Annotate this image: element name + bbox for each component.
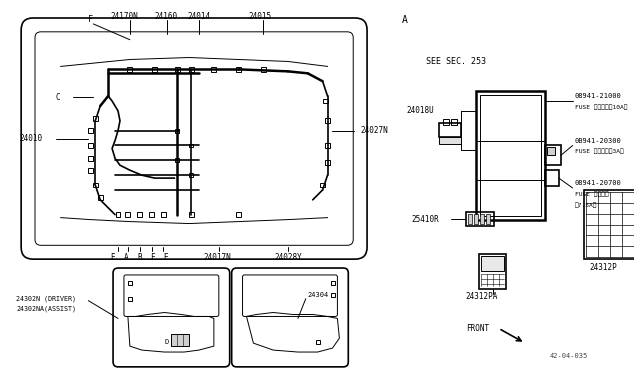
Text: FUSE ヒューズ（3A）: FUSE ヒューズ（3A） xyxy=(575,148,623,154)
Text: F: F xyxy=(88,16,93,25)
Bar xyxy=(189,67,194,72)
Text: 24170N: 24170N xyxy=(110,12,138,20)
Text: 24312PA: 24312PA xyxy=(466,292,499,301)
Bar xyxy=(93,183,98,187)
Bar xyxy=(486,214,490,224)
Bar xyxy=(161,212,166,217)
Bar xyxy=(443,119,449,125)
Bar xyxy=(138,212,142,217)
Bar xyxy=(439,123,461,137)
Bar xyxy=(468,214,472,224)
Text: 24027N: 24027N xyxy=(360,126,388,135)
Text: FRONT: FRONT xyxy=(466,324,489,333)
Bar xyxy=(189,173,193,177)
Text: E: E xyxy=(110,253,115,262)
Bar xyxy=(332,293,335,297)
Text: 24018U: 24018U xyxy=(406,106,435,115)
Text: 24312P: 24312P xyxy=(589,263,617,272)
FancyBboxPatch shape xyxy=(232,268,348,367)
Bar xyxy=(88,143,93,148)
FancyBboxPatch shape xyxy=(21,18,367,259)
Bar xyxy=(128,297,132,301)
Bar xyxy=(325,143,330,148)
Text: SEE SEC. 253: SEE SEC. 253 xyxy=(426,57,486,66)
Bar xyxy=(149,212,154,217)
Text: 24028Y: 24028Y xyxy=(274,253,302,262)
Bar xyxy=(332,281,335,285)
Bar xyxy=(316,340,319,344)
Bar xyxy=(127,67,132,72)
Text: F: F xyxy=(150,253,155,262)
Bar xyxy=(545,145,561,165)
Bar xyxy=(189,212,194,217)
Bar xyxy=(547,147,555,155)
Bar xyxy=(211,67,216,72)
Bar xyxy=(88,128,93,133)
Bar xyxy=(175,129,179,133)
Text: 24304: 24304 xyxy=(308,292,329,298)
Bar xyxy=(236,212,241,217)
Bar xyxy=(325,160,330,165)
Bar xyxy=(88,156,93,161)
Bar xyxy=(466,212,493,225)
Bar xyxy=(320,183,325,187)
Text: 24014: 24014 xyxy=(187,12,211,20)
Text: 0B941-20300: 0B941-20300 xyxy=(575,138,621,144)
Text: B: B xyxy=(138,253,142,262)
Text: D: D xyxy=(164,339,169,345)
Text: 08941-21000: 08941-21000 xyxy=(575,93,621,99)
Bar xyxy=(479,254,506,289)
Bar xyxy=(481,256,504,271)
Text: A: A xyxy=(402,15,408,25)
Bar xyxy=(480,214,484,224)
Bar xyxy=(325,118,330,123)
Bar xyxy=(125,212,131,217)
Bar xyxy=(323,99,328,103)
Text: 08941-20700: 08941-20700 xyxy=(575,180,621,186)
Text: （7.5A）: （7.5A） xyxy=(575,202,597,208)
Text: FUSE ヒューズ（10A）: FUSE ヒューズ（10A） xyxy=(575,104,627,110)
Text: 24017N: 24017N xyxy=(203,253,230,262)
FancyBboxPatch shape xyxy=(113,268,230,367)
Text: 24160: 24160 xyxy=(155,12,178,20)
Bar xyxy=(439,137,461,144)
Bar xyxy=(175,67,180,72)
Text: 25410R: 25410R xyxy=(412,215,439,224)
Bar xyxy=(545,170,559,186)
Bar xyxy=(584,190,636,259)
Bar xyxy=(88,168,93,173)
Text: C: C xyxy=(56,93,60,102)
Bar xyxy=(116,212,120,217)
Text: 24015: 24015 xyxy=(248,12,271,20)
Bar xyxy=(261,67,266,72)
Text: 24010: 24010 xyxy=(19,134,42,143)
Bar xyxy=(474,214,477,224)
Text: A: A xyxy=(124,253,128,262)
Bar xyxy=(189,144,193,147)
Bar xyxy=(476,91,545,219)
Text: 24302NA(ASSIST): 24302NA(ASSIST) xyxy=(16,305,76,312)
Text: FUSE ヒューズ: FUSE ヒューズ xyxy=(575,191,609,197)
Bar xyxy=(236,67,241,72)
Text: 42-04-035: 42-04-035 xyxy=(550,353,588,359)
Bar xyxy=(451,119,457,125)
Bar xyxy=(152,67,157,72)
Bar xyxy=(480,95,541,216)
Text: 24302N (DRIVER): 24302N (DRIVER) xyxy=(16,295,76,302)
Bar xyxy=(128,281,132,285)
Bar xyxy=(172,334,189,346)
Bar xyxy=(175,158,179,162)
Bar xyxy=(98,195,102,201)
Bar xyxy=(93,116,98,121)
Text: E: E xyxy=(163,253,168,262)
